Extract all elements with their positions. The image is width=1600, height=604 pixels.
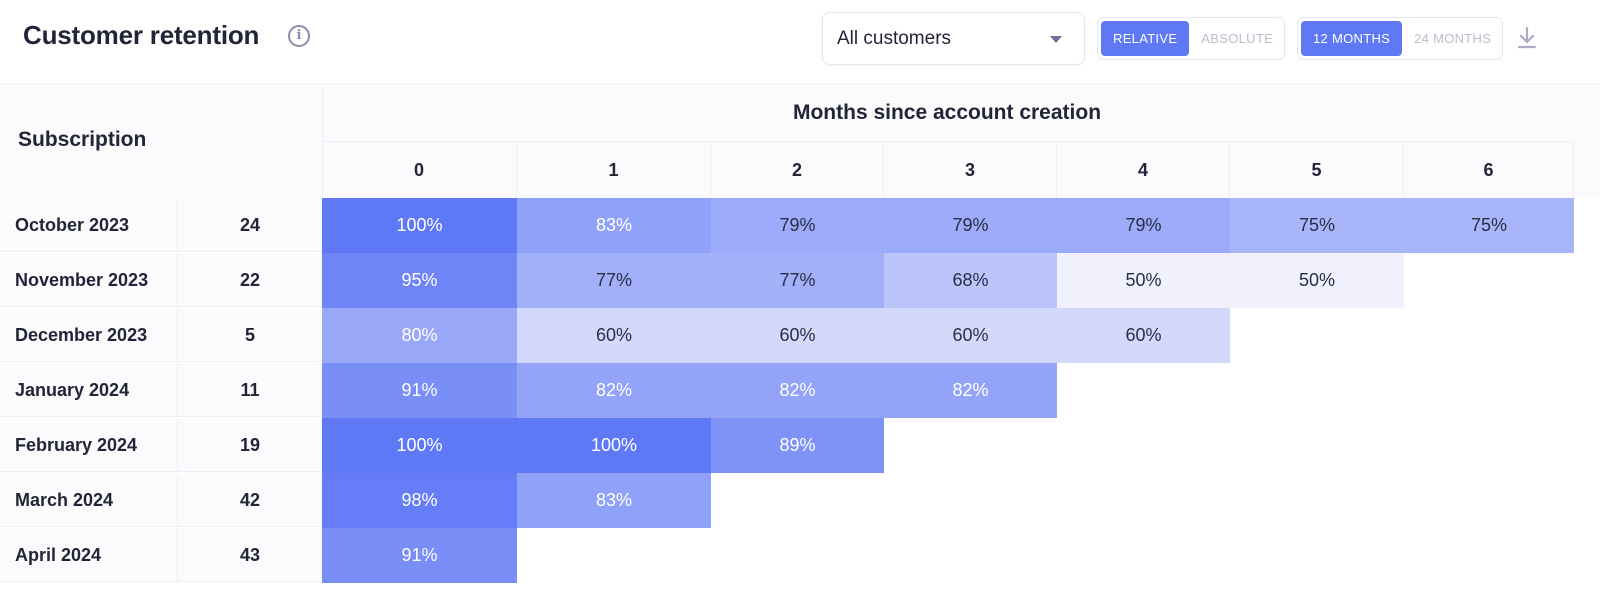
retention-cell[interactable]: 83% xyxy=(517,198,711,253)
subscription-header: Subscription xyxy=(18,128,147,151)
retention-cell[interactable]: 82% xyxy=(884,363,1057,418)
retention-cell[interactable]: 77% xyxy=(517,253,711,308)
retention-cell[interactable]: 82% xyxy=(711,363,884,418)
absolute-button[interactable]: ABSOLUTE xyxy=(1201,31,1274,46)
retention-cell[interactable]: 91% xyxy=(322,528,517,583)
retention-cell[interactable]: 95% xyxy=(322,253,517,308)
month-column-4: 4 xyxy=(1057,142,1230,198)
cohort-count: 42 xyxy=(178,473,322,527)
retention-cell[interactable]: 79% xyxy=(884,198,1057,253)
table-row: April 2024 43 91% xyxy=(0,528,1600,583)
page-title: Customer retention xyxy=(23,20,260,50)
retention-cell[interactable]: 79% xyxy=(711,198,884,253)
info-icon[interactable]: i xyxy=(288,25,310,47)
range-toggle: 12 MONTHS 24 MONTHS xyxy=(1297,17,1503,60)
table-row: October 2023 24 100% 83% 79% 79% 79% 75% 75% xyxy=(0,198,1600,253)
retention-cell[interactable]: 68% xyxy=(884,253,1057,308)
retention-cell[interactable]: 98% xyxy=(322,473,517,528)
table-row: December 2023 5 80% 60% 60% 60% 60% xyxy=(0,308,1600,363)
retention-cell[interactable]: 60% xyxy=(884,308,1057,363)
retention-cell[interactable]: 79% xyxy=(1057,198,1230,253)
table-row: February 2024 19 100% 100% 89% xyxy=(0,418,1600,473)
months-since-creation-header: Months since account creation xyxy=(322,84,1572,142)
month-column-6: 6 xyxy=(1404,142,1574,198)
cohort-label: December 2023 xyxy=(0,308,178,362)
cohort-count: 43 xyxy=(178,528,322,582)
retention-cell[interactable]: 75% xyxy=(1404,198,1574,253)
retention-cell[interactable]: 60% xyxy=(711,308,884,363)
12-months-button[interactable]: 12 MONTHS xyxy=(1301,21,1403,56)
month-column-3: 3 xyxy=(884,142,1057,198)
cohort-label: March 2024 xyxy=(0,473,178,527)
month-column-2: 2 xyxy=(711,142,884,198)
month-column-0: 0 xyxy=(322,142,517,198)
retention-cell[interactable]: 89% xyxy=(711,418,884,473)
retention-cell[interactable]: 50% xyxy=(1230,253,1404,308)
retention-cell[interactable]: 80% xyxy=(322,308,517,363)
retention-cell[interactable]: 100% xyxy=(322,198,517,253)
retention-cell[interactable]: 60% xyxy=(517,308,711,363)
download-icon[interactable] xyxy=(1516,26,1538,50)
table-row-header: Subscription xyxy=(0,84,322,198)
table-row: March 2024 42 98% 83% xyxy=(0,473,1600,528)
cohort-label: January 2024 xyxy=(0,363,178,417)
month-column-1: 1 xyxy=(517,142,711,198)
mode-toggle: RELATIVE ABSOLUTE xyxy=(1097,17,1285,60)
retention-cell[interactable]: 100% xyxy=(517,418,711,473)
segment-select[interactable]: All customers xyxy=(822,12,1085,65)
24-months-button[interactable]: 24 MONTHS xyxy=(1414,31,1492,46)
retention-cell[interactable]: 77% xyxy=(711,253,884,308)
cohort-count: 11 xyxy=(178,363,322,417)
cohort-label: February 2024 xyxy=(0,418,178,472)
table-row: January 2024 11 91% 82% 82% 82% xyxy=(0,363,1600,418)
retention-cell[interactable]: 100% xyxy=(322,418,517,473)
cohort-label: October 2023 xyxy=(0,198,178,252)
retention-cell[interactable]: 83% xyxy=(517,473,711,528)
retention-cell[interactable]: 75% xyxy=(1230,198,1404,253)
segment-select-value: All customers xyxy=(837,28,952,49)
chevron-down-icon xyxy=(1050,36,1062,43)
cohort-count: 24 xyxy=(178,198,322,252)
page-header xyxy=(0,0,1600,84)
retention-cell[interactable]: 82% xyxy=(517,363,711,418)
cohort-count: 5 xyxy=(178,308,322,362)
retention-cell[interactable]: 91% xyxy=(322,363,517,418)
relative-button[interactable]: RELATIVE xyxy=(1101,21,1190,56)
cohort-label: November 2023 xyxy=(0,253,178,307)
retention-cell[interactable]: 60% xyxy=(1057,308,1230,363)
table-row: November 2023 22 95% 77% 77% 68% 50% 50% xyxy=(0,253,1600,308)
cohort-count: 22 xyxy=(178,253,322,307)
month-column-5: 5 xyxy=(1230,142,1404,198)
retention-cell[interactable]: 50% xyxy=(1057,253,1230,308)
cohort-label: April 2024 xyxy=(0,528,178,582)
cohort-count: 19 xyxy=(178,418,322,472)
